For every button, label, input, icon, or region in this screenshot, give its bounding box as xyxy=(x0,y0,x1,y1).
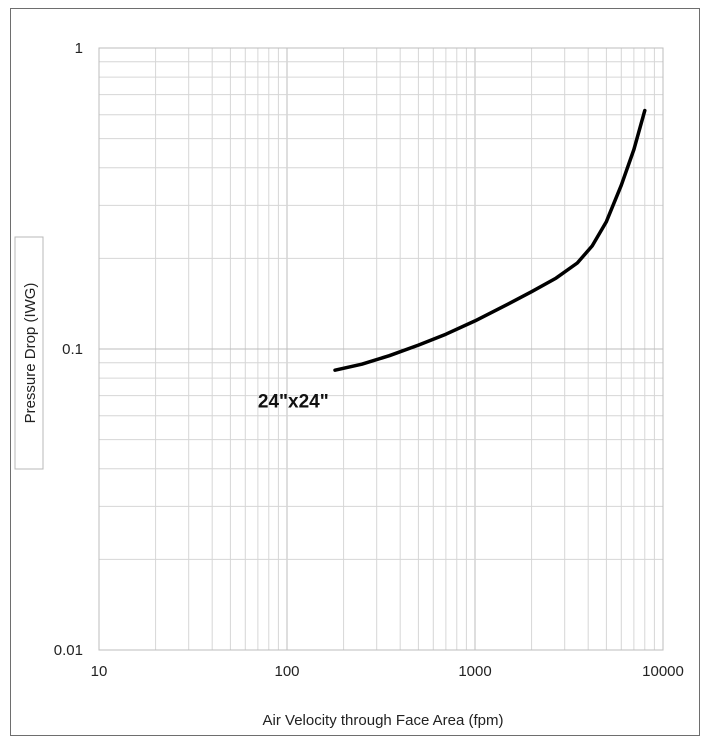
y-axis-title: Pressure Drop (IWG) xyxy=(22,283,39,424)
series-group xyxy=(333,108,647,372)
x-tick-label: 100 xyxy=(274,663,299,680)
y-axis-title-box: Pressure Drop (IWG) xyxy=(14,236,44,470)
annotations: 24"x24" xyxy=(258,391,329,412)
x-tick-label: 10000 xyxy=(642,663,684,680)
y-tick-label: 1 xyxy=(75,40,83,57)
grid xyxy=(98,47,664,651)
series-line xyxy=(333,108,647,372)
y-tick-label: 0.1 xyxy=(62,341,83,358)
x-tick-label: 1000 xyxy=(458,663,491,680)
y-axis-title-border xyxy=(14,236,44,470)
chart-frame: 10 100 1000 10000 0.01 0.1 1 24"x24" Air Veloc… xyxy=(10,8,700,736)
plot-border xyxy=(98,47,664,651)
y-tick-label: 0.01 xyxy=(54,642,83,659)
tick-labels: 10 100 1000 10000 0.01 0.1 1 xyxy=(54,40,684,680)
curve-annotation: 24"x24" xyxy=(258,391,329,412)
x-axis-title: Air Velocity through Face Area (fpm) xyxy=(263,712,504,729)
x-tick-label: 10 xyxy=(91,663,108,680)
chart: 10 100 1000 10000 0.01 0.1 1 24"x24" Air Veloc… xyxy=(14,40,684,729)
